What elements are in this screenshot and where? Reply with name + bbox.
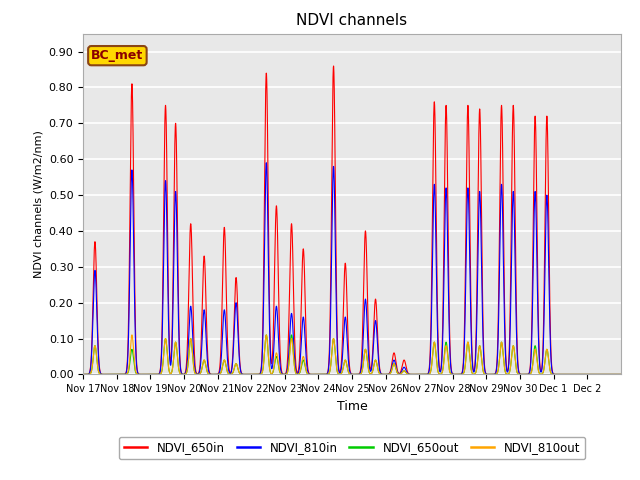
Y-axis label: NDVI channels (W/m2/nm): NDVI channels (W/m2/nm) <box>33 130 43 278</box>
X-axis label: Time: Time <box>337 400 367 413</box>
Legend: NDVI_650in, NDVI_810in, NDVI_650out, NDVI_810out: NDVI_650in, NDVI_810in, NDVI_650out, NDV… <box>119 436 585 459</box>
Title: NDVI channels: NDVI channels <box>296 13 408 28</box>
Text: BC_met: BC_met <box>92 49 143 62</box>
